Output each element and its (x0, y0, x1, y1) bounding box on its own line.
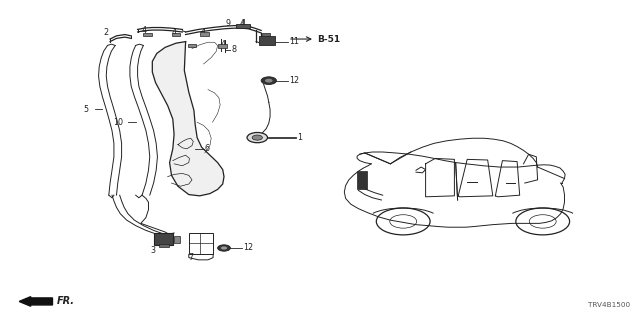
Text: 8: 8 (232, 45, 237, 54)
Text: B-51: B-51 (317, 35, 340, 44)
FancyBboxPatch shape (200, 32, 209, 36)
Text: 1: 1 (297, 133, 302, 142)
FancyBboxPatch shape (159, 244, 169, 247)
Text: 9: 9 (226, 19, 231, 28)
FancyBboxPatch shape (236, 24, 250, 28)
FancyBboxPatch shape (357, 171, 367, 189)
Polygon shape (152, 42, 224, 196)
Circle shape (265, 79, 273, 83)
Text: 11: 11 (289, 37, 300, 46)
Text: FR.: FR. (56, 296, 74, 307)
Text: 4: 4 (172, 28, 177, 37)
Text: 4: 4 (240, 19, 245, 28)
Text: 12: 12 (289, 76, 300, 85)
FancyBboxPatch shape (262, 33, 270, 36)
Circle shape (221, 246, 227, 250)
Text: 5: 5 (83, 105, 88, 114)
Circle shape (218, 245, 230, 251)
Text: 2: 2 (104, 28, 109, 37)
Circle shape (261, 77, 276, 84)
Text: 12: 12 (243, 244, 253, 252)
Text: 4: 4 (142, 26, 147, 35)
Circle shape (247, 132, 268, 143)
Text: 4: 4 (201, 28, 206, 37)
FancyBboxPatch shape (154, 233, 173, 245)
FancyBboxPatch shape (259, 36, 275, 45)
FancyBboxPatch shape (218, 44, 227, 48)
FancyBboxPatch shape (143, 33, 152, 36)
FancyBboxPatch shape (174, 236, 180, 243)
Text: 7: 7 (189, 253, 194, 262)
Text: 10: 10 (113, 118, 123, 127)
Text: TRV4B1500: TRV4B1500 (588, 302, 630, 308)
Text: 4: 4 (221, 40, 226, 49)
Text: 4: 4 (241, 19, 246, 28)
Text: 6: 6 (205, 144, 210, 153)
FancyBboxPatch shape (188, 44, 196, 47)
FancyBboxPatch shape (172, 33, 180, 36)
Circle shape (252, 135, 262, 140)
Text: 3: 3 (150, 246, 156, 255)
FancyArrow shape (19, 297, 52, 306)
